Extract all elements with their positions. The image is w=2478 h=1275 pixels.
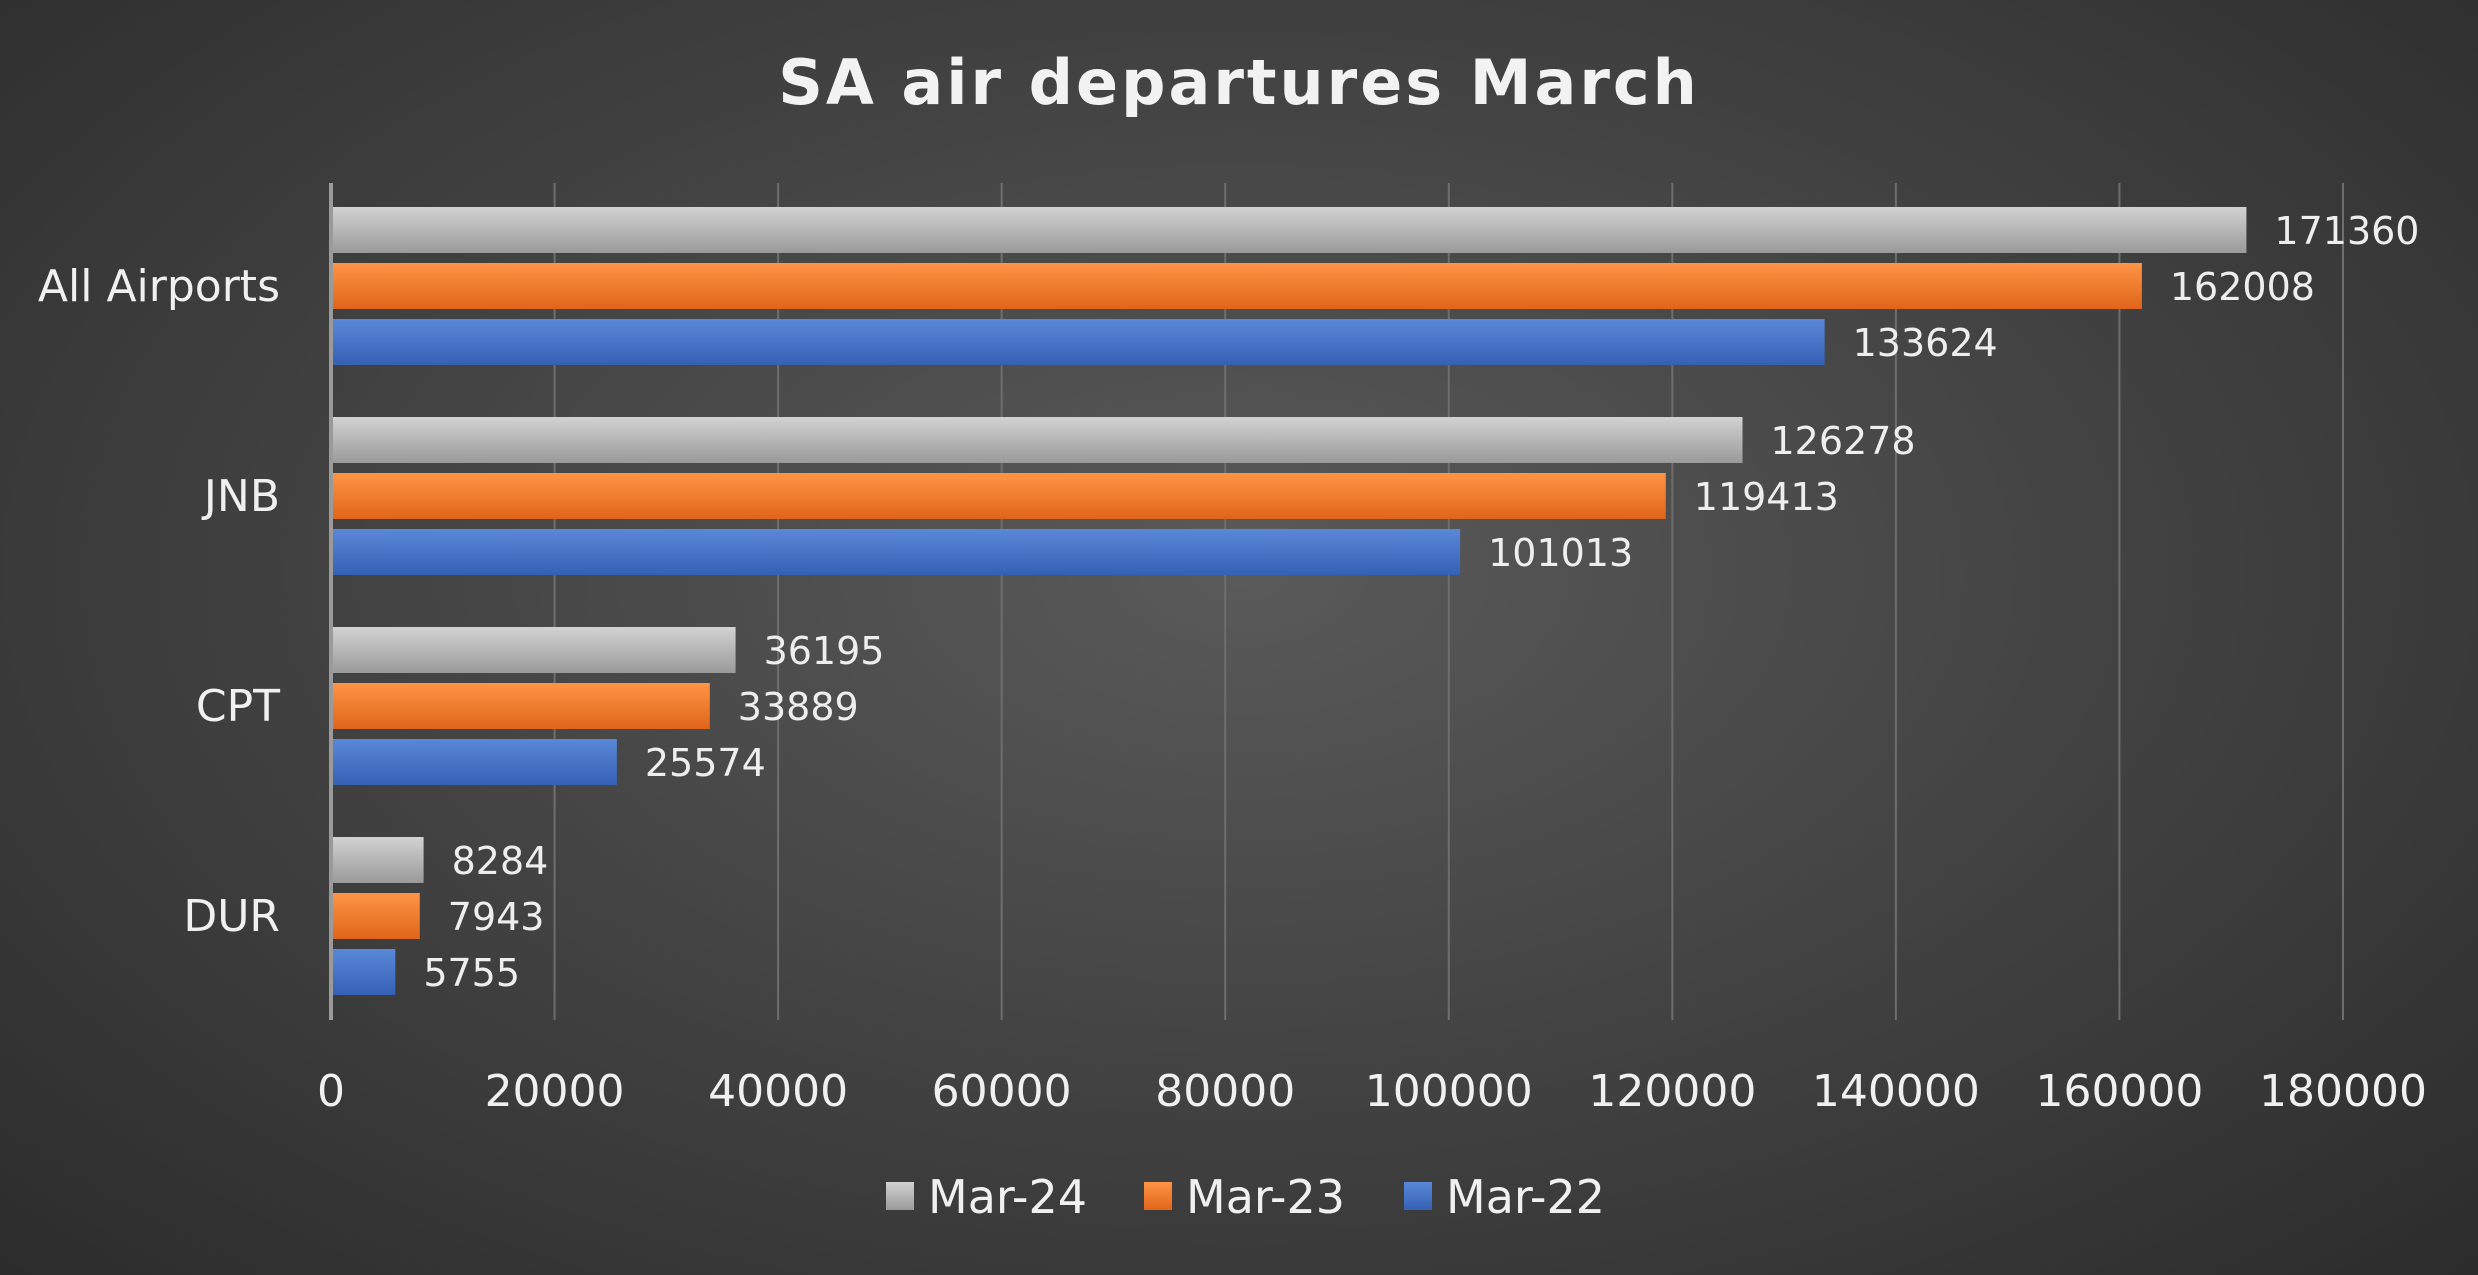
- bar-mar-23: [333, 683, 710, 729]
- category-label: CPT: [196, 681, 280, 732]
- bars: [333, 207, 2247, 995]
- data-label: 5755: [423, 951, 520, 995]
- category-label: JNB: [201, 471, 280, 522]
- x-tick-label: 20000: [485, 1066, 625, 1117]
- data-label: 133624: [1853, 321, 1998, 365]
- data-label: 33889: [738, 685, 859, 729]
- bar-mar-23: [333, 893, 420, 939]
- bar-mar-23: [333, 263, 2142, 309]
- x-tick-label: 120000: [1588, 1066, 1756, 1117]
- data-label: 126278: [1771, 419, 1916, 463]
- bar-mar-24: [333, 627, 736, 673]
- bar-mar-22: [333, 949, 396, 995]
- legend-label: Mar-22: [1446, 1170, 1605, 1224]
- x-tick-label: 0: [317, 1066, 345, 1117]
- data-label: 162008: [2170, 265, 2315, 309]
- legend-label: Mar-23: [1186, 1170, 1345, 1224]
- chart-title: SA air departures March: [778, 46, 1700, 119]
- x-tick-label: 160000: [2035, 1066, 2203, 1117]
- legend: Mar-24 Mar-23 Mar-22: [886, 1170, 1605, 1224]
- data-label: 7943: [448, 895, 545, 939]
- x-tick-label: 40000: [708, 1066, 848, 1117]
- x-tick-label: 180000: [2259, 1066, 2427, 1117]
- data-labels: 171360 162008 133624 126278 119413 101013 3619…: [423, 209, 2419, 995]
- data-label: 8284: [452, 839, 549, 883]
- category-label: DUR: [183, 891, 280, 942]
- x-tick-label: 80000: [1155, 1066, 1295, 1117]
- bar-mar-24: [333, 417, 1743, 463]
- bar-mar-22: [333, 529, 1461, 575]
- data-label: 119413: [1694, 475, 1839, 519]
- legend-swatch: [1144, 1182, 1172, 1210]
- bar-mar-24: [333, 207, 2247, 253]
- x-tick-label: 140000: [1812, 1066, 1980, 1117]
- legend-label: Mar-24: [928, 1170, 1087, 1224]
- bar-mar-23: [333, 473, 1666, 519]
- category-label: All Airports: [38, 261, 280, 312]
- data-label: 171360: [2274, 209, 2419, 253]
- bar-mar-24: [333, 837, 424, 883]
- data-label: 25574: [645, 741, 766, 785]
- category-labels: All Airports JNB CPT DUR: [38, 261, 280, 942]
- data-label: 101013: [1488, 531, 1633, 575]
- data-label: 36195: [764, 629, 885, 673]
- bar-mar-22: [333, 319, 1825, 365]
- bar-mar-22: [333, 739, 617, 785]
- x-tick-label: 60000: [932, 1066, 1072, 1117]
- legend-swatch: [1404, 1182, 1432, 1210]
- legend-swatch: [886, 1182, 914, 1210]
- x-tick-label: 100000: [1365, 1066, 1533, 1117]
- x-tick-labels: 0 20000 40000 60000 80000 100000 120000 140000 1…: [317, 1066, 2427, 1117]
